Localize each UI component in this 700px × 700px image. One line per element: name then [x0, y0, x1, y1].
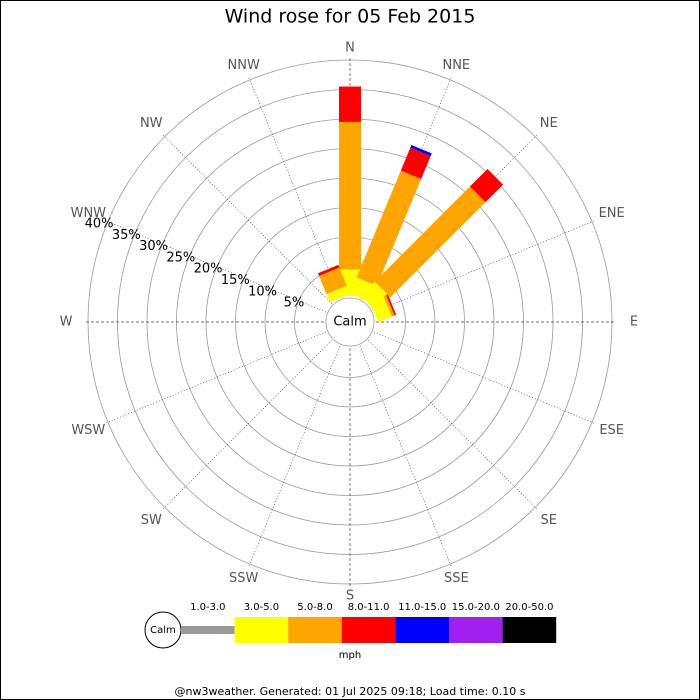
direction-label: E [630, 315, 638, 330]
bar-segment [339, 121, 361, 270]
r-tick-label: 5% [284, 296, 305, 311]
r-tick-label: 40% [85, 217, 114, 232]
legend-label: 15.0-20.0 [452, 602, 500, 613]
legend-title: mph [339, 650, 361, 661]
bar-segment [319, 267, 347, 295]
direction-label: SSW [229, 571, 259, 586]
direction-label: N [345, 41, 355, 56]
direction-label: NNE [442, 58, 470, 73]
spoke [373, 220, 595, 313]
spoke [105, 220, 327, 313]
spoke [248, 77, 341, 299]
bar-segment [386, 294, 397, 316]
legend-swatch [395, 617, 449, 643]
spoke [368, 340, 538, 510]
chart-title: Wind rose for 05 Feb 2015 [225, 6, 476, 28]
legend-label: 5.0-8.0 [297, 602, 332, 613]
direction-label: SW [141, 513, 162, 528]
r-tick-label: 15% [221, 273, 250, 288]
direction-label: NNW [228, 58, 260, 73]
direction-label: ESE [599, 423, 624, 438]
bar-segment [383, 295, 395, 317]
spoke [105, 331, 327, 424]
footer: @nw3weather. Generated: 01 Jul 2025 09:1… [175, 685, 526, 698]
legend-swatch [181, 626, 235, 634]
legend-label: 8.0-11.0 [348, 602, 390, 613]
direction-label: WSW [71, 423, 105, 438]
calm-label: Calm [333, 315, 366, 330]
r-tick-label: 10% [248, 284, 277, 299]
legend-label: 20.0-50.0 [505, 602, 553, 613]
bar-segment [374, 186, 486, 298]
direction-label: SSE [444, 571, 469, 586]
spoke [162, 134, 332, 304]
legend-label: 1.0-3.0 [190, 602, 225, 613]
direction-label: W [60, 315, 73, 330]
bar-segment [369, 296, 392, 323]
bar-segment [339, 86, 361, 122]
legend-label: 11.0-15.0 [398, 602, 446, 613]
bar-segment [410, 144, 432, 157]
direction-label: WNW [71, 206, 107, 221]
bar-segment [326, 285, 351, 303]
r-tick-label: 20% [194, 262, 223, 277]
bar-segment [400, 147, 431, 179]
bar-segment [317, 264, 340, 277]
legend-swatch [449, 617, 503, 643]
spoke [373, 331, 595, 424]
calm-center [328, 300, 372, 344]
legend-swatch [288, 617, 342, 643]
legend-label: 3.0-5.0 [244, 602, 279, 613]
legend-calm-label: Calm [150, 625, 176, 636]
spoke [248, 345, 341, 567]
legend-swatch [341, 617, 396, 643]
direction-label: SE [541, 513, 557, 528]
spoke [162, 340, 332, 510]
legend-swatch [502, 617, 557, 643]
direction-label: ENE [599, 206, 625, 221]
spoke [359, 345, 452, 567]
r-tick-label: 30% [139, 239, 168, 254]
legend-swatch [234, 617, 289, 643]
bar-segment [356, 170, 422, 286]
direction-label: S [346, 589, 354, 604]
bar-segment [469, 169, 503, 203]
direction-label: NE [540, 116, 558, 131]
direction-label: NW [140, 116, 163, 131]
r-tick-label: 35% [112, 228, 141, 243]
r-tick-label: 25% [166, 250, 195, 265]
